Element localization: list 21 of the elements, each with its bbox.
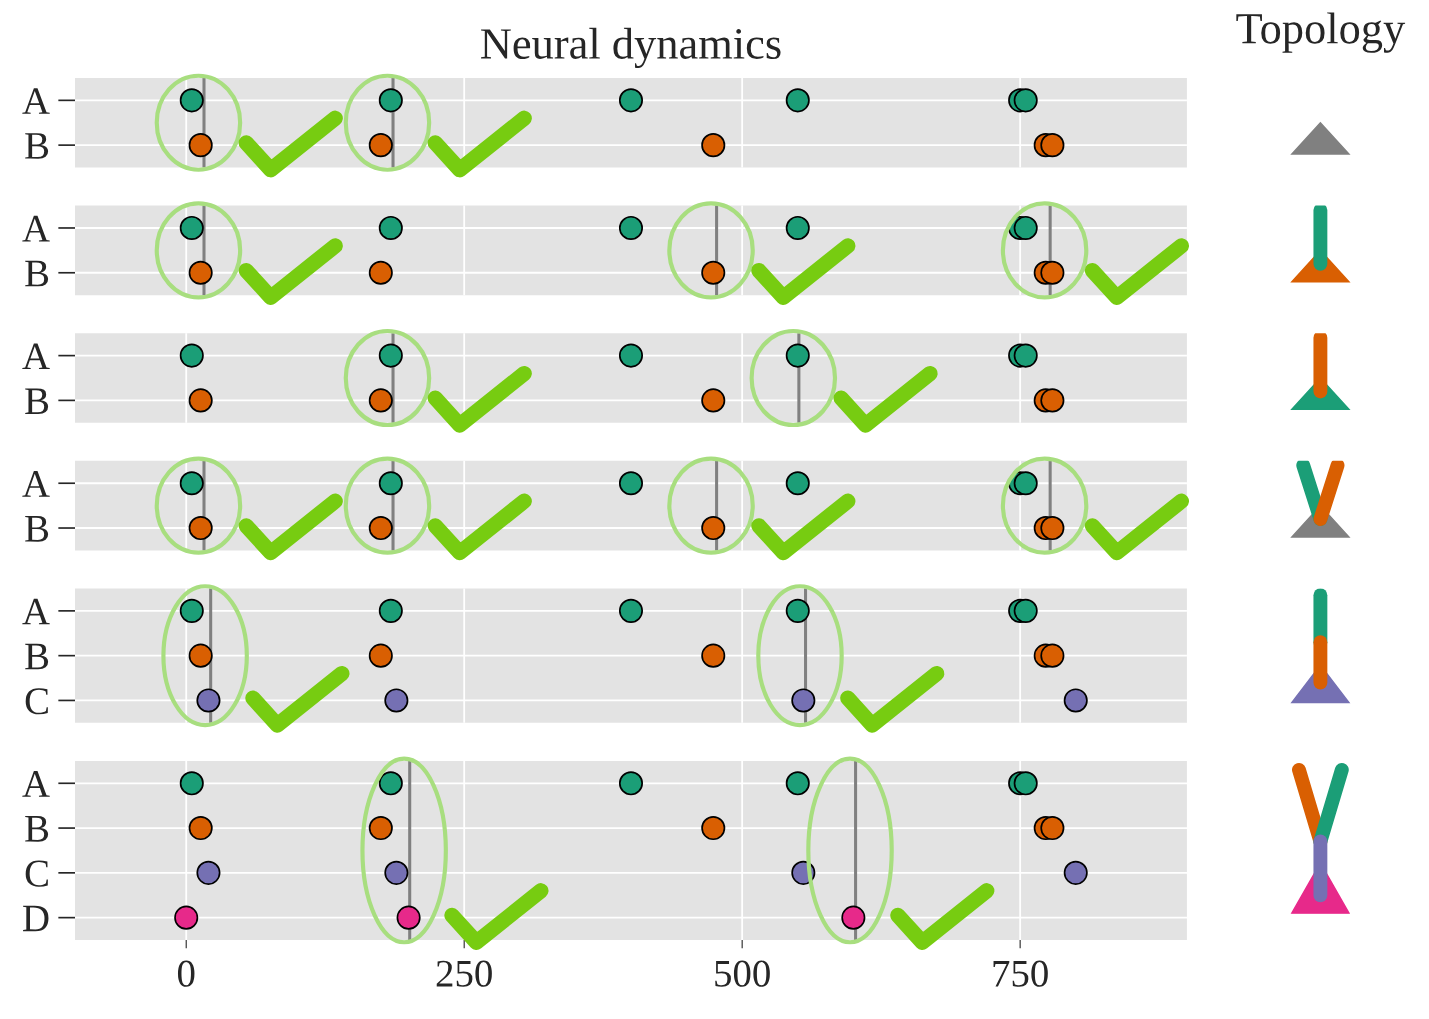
text: Topology: [1236, 12, 1406, 53]
y-tick-label: A: [22, 88, 50, 114]
y-tick-label: B: [25, 516, 49, 542]
y-tick-label: A: [22, 471, 50, 497]
y-tick-label: C: [25, 860, 48, 887]
y-tick-label: C: [25, 688, 48, 715]
chart-title: Neural dynamics: [481, 27, 781, 69]
x-tick-label: 750: [993, 960, 1048, 987]
y-tick-label: A: [22, 215, 50, 242]
y-tick-label: A: [22, 343, 50, 370]
x-tick-label: 500: [715, 960, 770, 987]
x-tick-label: 250: [436, 960, 492, 987]
y-tick-label: B: [25, 260, 49, 287]
y-tick-label: B: [25, 133, 49, 159]
y-tick-label: A: [22, 771, 50, 797]
y-tick-label: A: [22, 598, 50, 625]
x-tick-label: 0: [177, 960, 195, 987]
y-tick-label: D: [23, 905, 49, 932]
y-tick-label: B: [25, 388, 49, 414]
y-tick-label: B: [25, 816, 49, 842]
y-tick-label: B: [25, 643, 49, 670]
